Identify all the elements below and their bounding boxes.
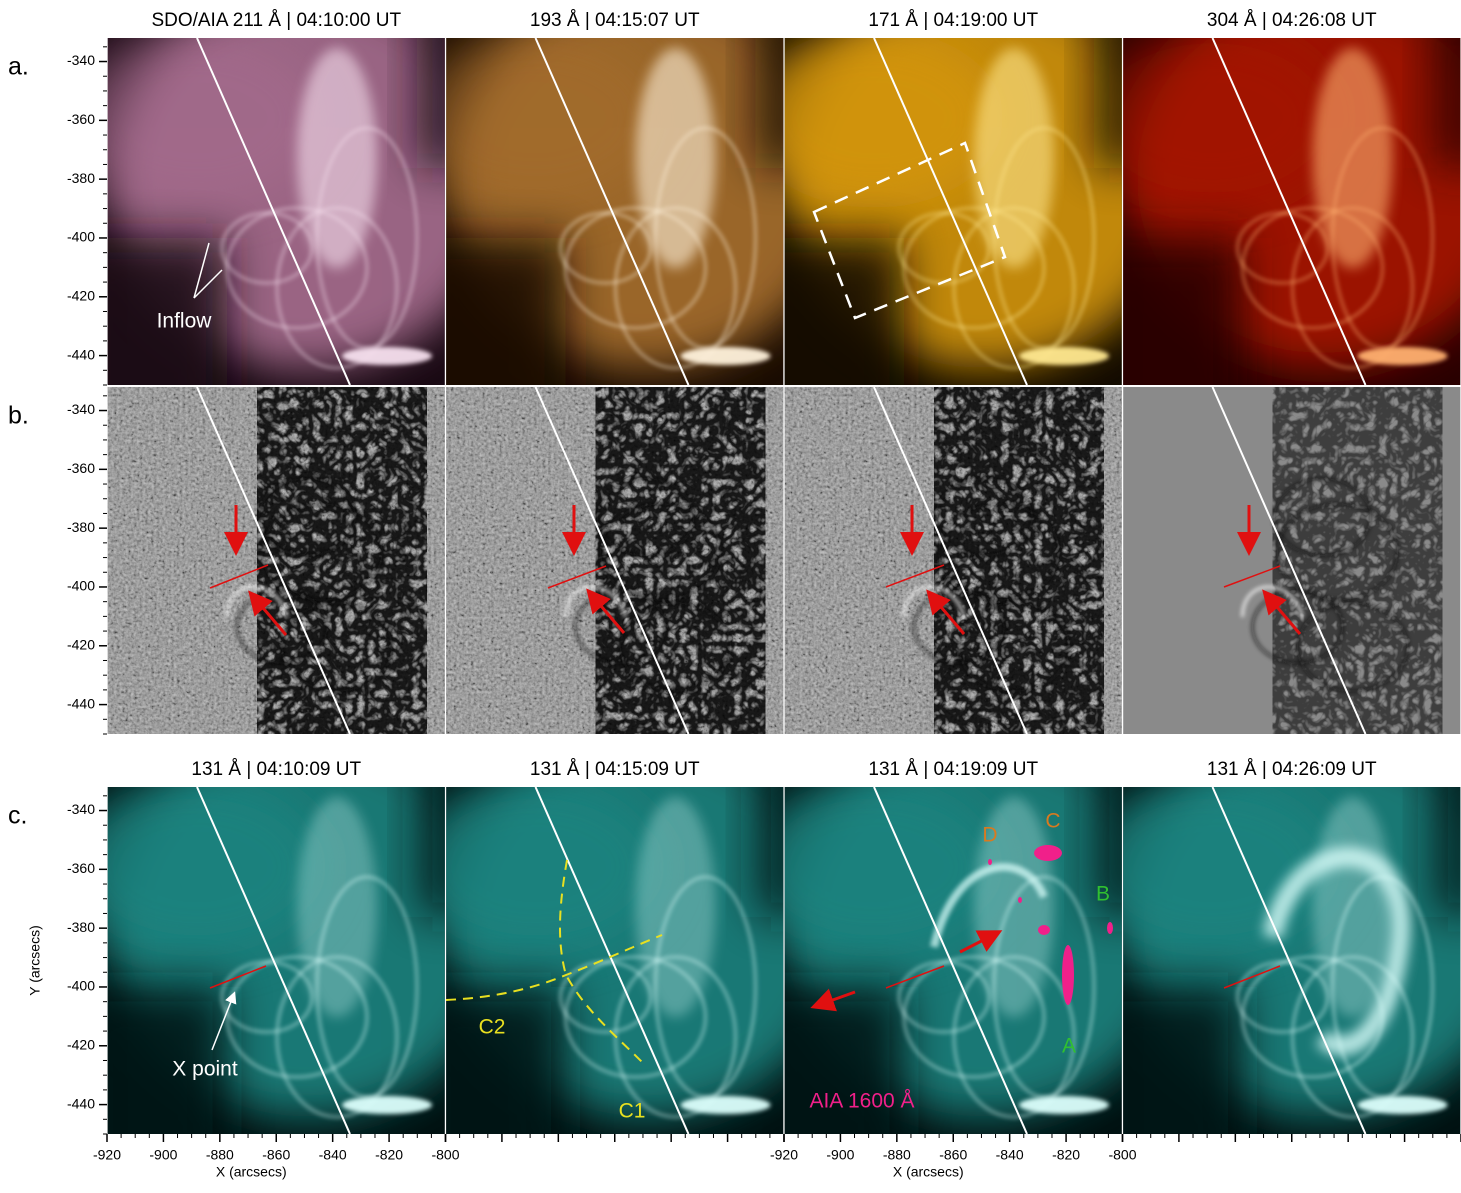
x-tick-label: -840 (996, 1147, 1024, 1163)
ribbon (1062, 945, 1074, 1005)
x-tick-label: -920 (93, 1147, 121, 1163)
c2-label: C2 (479, 1016, 506, 1039)
flare-ribbon (1019, 1096, 1109, 1114)
panel-title: 171 Å | 04:19:00 UT (868, 10, 1038, 31)
y-tick-label: -340 (67, 801, 95, 817)
ribbon (988, 859, 992, 865)
y-tick-label: -340 (67, 52, 95, 68)
flare-ribbon (1019, 347, 1109, 365)
y-tick-label: -420 (67, 287, 95, 303)
corona-glow (67, 777, 327, 957)
x-tick-label: -900 (826, 1147, 854, 1163)
ribbon (1034, 845, 1062, 861)
x-tick-label: -860 (939, 1147, 967, 1163)
y-tick-label: -360 (67, 460, 95, 476)
y-tick-label: -400 (67, 978, 95, 994)
image-panels (67, 0, 1461, 1187)
panel-title: SDO/AIA 211 Å | 04:10:00 UT (151, 10, 401, 31)
y-tick-label: -380 (67, 519, 95, 535)
y-tick-label: -420 (67, 636, 95, 652)
x-tick-label: -880 (883, 1147, 911, 1163)
ribbon (1107, 922, 1113, 934)
panel-title: 131 Å | 04:15:09 UT (530, 759, 700, 780)
x-point-label: X point (172, 1058, 238, 1081)
y-tick-label: -380 (67, 170, 95, 186)
ribbon (1018, 897, 1022, 903)
panel-title: 131 Å | 04:19:09 UT (868, 759, 1038, 780)
aia1600-label: AIA 1600 Å (809, 1090, 914, 1113)
x-tick-label: -840 (319, 1147, 347, 1163)
figure: Inflow X point C2 C1 (0, 0, 1461, 1193)
page-body: {"panel_titles": {"a": ["SDO/AIA 211 Å |… (0, 0, 1461, 1193)
x-tick-label: -880 (206, 1147, 234, 1163)
label-a: A (1062, 1035, 1076, 1058)
y-tick-label: -420 (67, 1036, 95, 1052)
dark-edge (1433, 767, 1461, 917)
row-label: b. (8, 402, 29, 430)
image-panel (784, 387, 1123, 734)
image-panel (446, 387, 785, 734)
dark-corner (67, 987, 227, 1187)
panel-title: 193 Å | 04:15:07 UT (530, 10, 700, 31)
row-label: a. (8, 53, 29, 81)
ribbon (1038, 925, 1050, 935)
dark-edge (1433, 18, 1461, 168)
image-panel (744, 737, 1184, 1187)
panel-title: 131 Å | 04:26:09 UT (1207, 759, 1377, 780)
image-panel (1123, 387, 1461, 734)
x-tick-label: -860 (262, 1147, 290, 1163)
x-axis-label: X (arcsecs) (216, 1164, 287, 1180)
y-tick-label: -360 (67, 111, 95, 127)
image-panel (1083, 0, 1461, 438)
x-tick-label: -820 (375, 1147, 403, 1163)
y-tick-label: -440 (67, 1095, 95, 1111)
y-tick-label: -360 (67, 860, 95, 876)
image-panel (1083, 737, 1461, 1187)
y-tick-label: -340 (67, 401, 95, 417)
flare-ribbon (342, 347, 432, 365)
label-d: D (982, 824, 997, 847)
x-tick-label: -820 (1052, 1147, 1080, 1163)
flare-ribbon (1358, 1096, 1448, 1114)
label-c: C (1045, 810, 1060, 833)
y-tick-label: -400 (67, 578, 95, 594)
c1-label: C1 (619, 1100, 646, 1123)
corona-glow (67, 28, 327, 208)
x-tick-label: -900 (149, 1147, 177, 1163)
image-panel (107, 387, 446, 734)
y-tick-label: -380 (67, 919, 95, 935)
label-b: B (1096, 883, 1110, 906)
image-panel (406, 0, 846, 438)
image-panel (744, 0, 1184, 438)
x-tick-label: -920 (770, 1147, 798, 1163)
panel-title: 304 Å | 04:26:08 UT (1207, 10, 1377, 31)
flare-ribbon (1358, 347, 1448, 365)
panel-title: 131 Å | 04:10:09 UT (191, 759, 361, 780)
flare-ribbon (342, 1096, 432, 1114)
y-tick-label: -440 (67, 346, 95, 362)
x-axis-label: X (arcsecs) (893, 1164, 964, 1180)
y-tick-label: -440 (67, 695, 95, 711)
y-axis-label: Y (arcsecs) (27, 925, 43, 996)
y-tick-label: -400 (67, 229, 95, 245)
x-tick-label: -800 (1108, 1147, 1136, 1163)
flare-ribbon (681, 347, 771, 365)
flare-ribbon (681, 1096, 771, 1114)
x-tick-label: -800 (431, 1147, 459, 1163)
image-panel (67, 737, 507, 1187)
row-label: c. (8, 802, 27, 830)
page: SDO/AIA multi-wavelength panels html, bo… (0, 0, 1461, 1193)
inflow-label: Inflow (157, 310, 213, 333)
image-panel (67, 0, 507, 438)
